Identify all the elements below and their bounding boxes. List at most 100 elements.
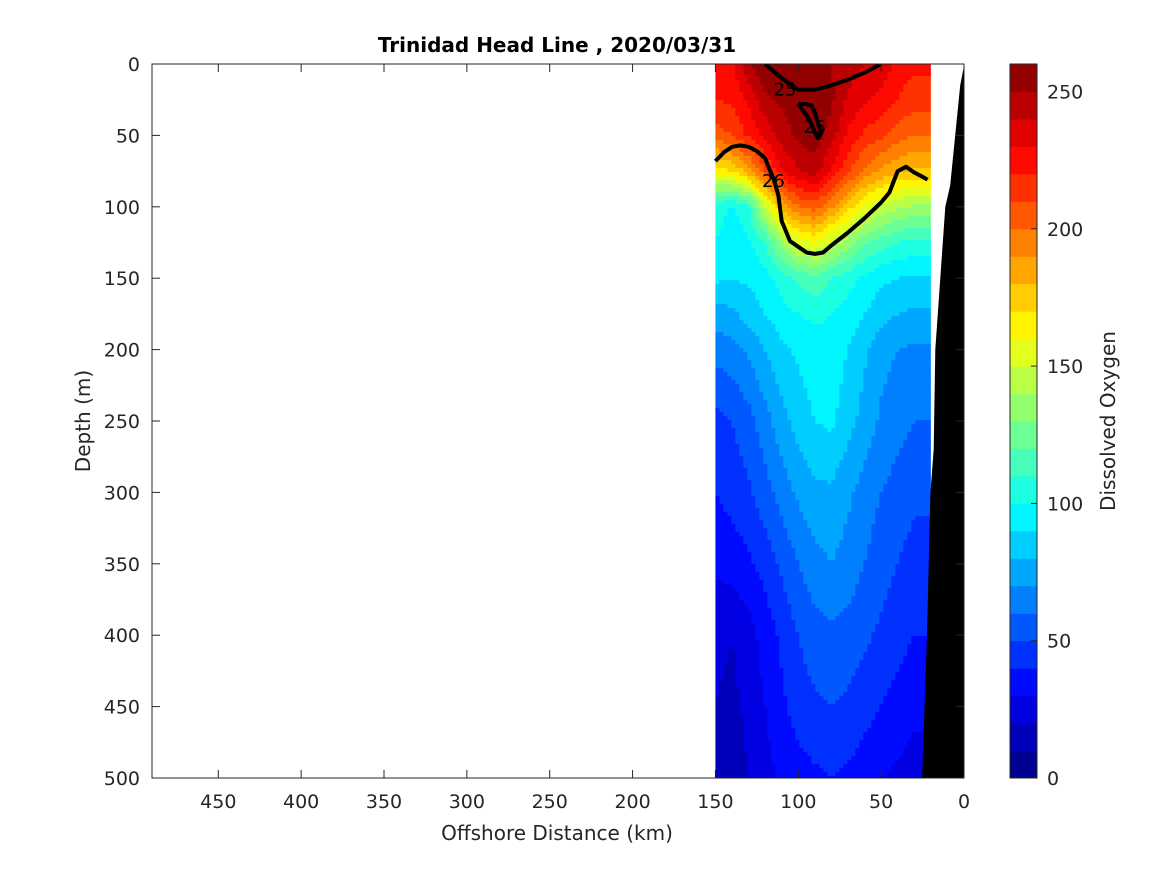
- field-cell: [723, 180, 729, 185]
- field-cell: [759, 312, 765, 317]
- field-cell: [787, 208, 793, 213]
- field-cell: [835, 344, 841, 349]
- field-cell: [743, 256, 749, 261]
- field-cell: [807, 240, 813, 245]
- field-cell: [715, 408, 721, 413]
- field-cell: [927, 340, 931, 345]
- field-cell: [743, 232, 749, 237]
- field-cell: [779, 320, 785, 325]
- field-cell: [851, 160, 857, 165]
- field-cell: [819, 328, 825, 333]
- field-cell: [863, 240, 869, 245]
- field-cell: [895, 180, 901, 185]
- field-cell: [731, 116, 737, 121]
- field-cell: [903, 96, 909, 101]
- field-cell: [767, 384, 773, 389]
- field-cell: [855, 428, 861, 433]
- field-cell: [859, 192, 865, 197]
- field-cell: [715, 232, 721, 237]
- field-cell: [727, 300, 733, 305]
- field-cell: [895, 232, 901, 237]
- field-cell: [831, 256, 837, 261]
- field-cell: [799, 84, 805, 89]
- field-cell: [883, 140, 889, 145]
- field-cell: [887, 292, 893, 297]
- field-cell: [791, 384, 797, 389]
- field-cell: [887, 68, 893, 73]
- field-cell: [819, 356, 825, 361]
- field-cell: [887, 380, 893, 385]
- field-cell: [831, 248, 837, 253]
- field-cell: [759, 340, 765, 345]
- field-cell: [779, 116, 785, 121]
- field-cell: [715, 136, 721, 141]
- field-cell: [855, 380, 861, 385]
- field-cell: [727, 396, 733, 401]
- field-cell: [875, 284, 881, 289]
- field-cell: [835, 144, 841, 149]
- field-cell: [755, 432, 761, 437]
- field-cell: [763, 412, 769, 417]
- field-cell: [843, 328, 849, 333]
- field-cell: [819, 168, 825, 173]
- field-cell: [807, 420, 813, 425]
- field-cell: [855, 184, 861, 189]
- field-cell: [907, 400, 913, 405]
- field-cell: [923, 124, 929, 129]
- field-cell: [787, 412, 793, 417]
- field-cell: [779, 276, 785, 281]
- field-cell: [787, 116, 793, 121]
- field-cell: [843, 264, 849, 269]
- field-cell: [739, 296, 745, 301]
- field-cell: [755, 120, 761, 125]
- field-cell: [859, 348, 865, 353]
- field-cell: [891, 136, 897, 141]
- field-cell: [751, 268, 757, 273]
- field-cell: [731, 132, 737, 137]
- field-cell: [927, 416, 931, 421]
- field-cell: [763, 420, 769, 425]
- field-cell: [795, 108, 801, 113]
- field-cell: [867, 416, 873, 421]
- field-cell: [827, 188, 833, 193]
- field-cell: [755, 296, 761, 301]
- field-cell: [739, 92, 745, 97]
- field-cell: [723, 288, 729, 293]
- field-cell: [775, 388, 781, 393]
- field-cell: [915, 352, 921, 357]
- field-cell: [787, 72, 793, 77]
- field-cell: [879, 180, 885, 185]
- field-cell: [823, 340, 829, 345]
- field-cell: [751, 256, 757, 261]
- field-cell: [747, 384, 753, 389]
- field-cell: [767, 188, 773, 193]
- field-cell: [887, 64, 893, 69]
- field-cell: [771, 64, 777, 69]
- field-cell: [927, 200, 931, 205]
- field-cell: [907, 68, 913, 73]
- field-cell: [767, 120, 773, 125]
- field-cell: [859, 244, 865, 249]
- field-cell: [891, 288, 897, 293]
- field-cell: [907, 320, 913, 325]
- field-cell: [907, 344, 913, 349]
- field-cell: [823, 196, 829, 201]
- field-cell: [927, 272, 931, 277]
- field-cell: [795, 376, 801, 381]
- field-cell: [847, 364, 853, 369]
- field-cell: [767, 140, 773, 145]
- field-cell: [859, 368, 865, 373]
- field-cell: [719, 188, 725, 193]
- field-cell: [911, 208, 917, 213]
- field-cell: [731, 152, 737, 157]
- field-cell: [739, 136, 745, 141]
- field-cell: [811, 160, 817, 165]
- field-cell: [791, 88, 797, 93]
- field-cell: [855, 260, 861, 265]
- field-cell: [811, 372, 817, 377]
- field-cell: [875, 268, 881, 273]
- field-cell: [751, 356, 757, 361]
- field-cell: [919, 372, 925, 377]
- field-cell: [859, 100, 865, 105]
- field-cell: [915, 376, 921, 381]
